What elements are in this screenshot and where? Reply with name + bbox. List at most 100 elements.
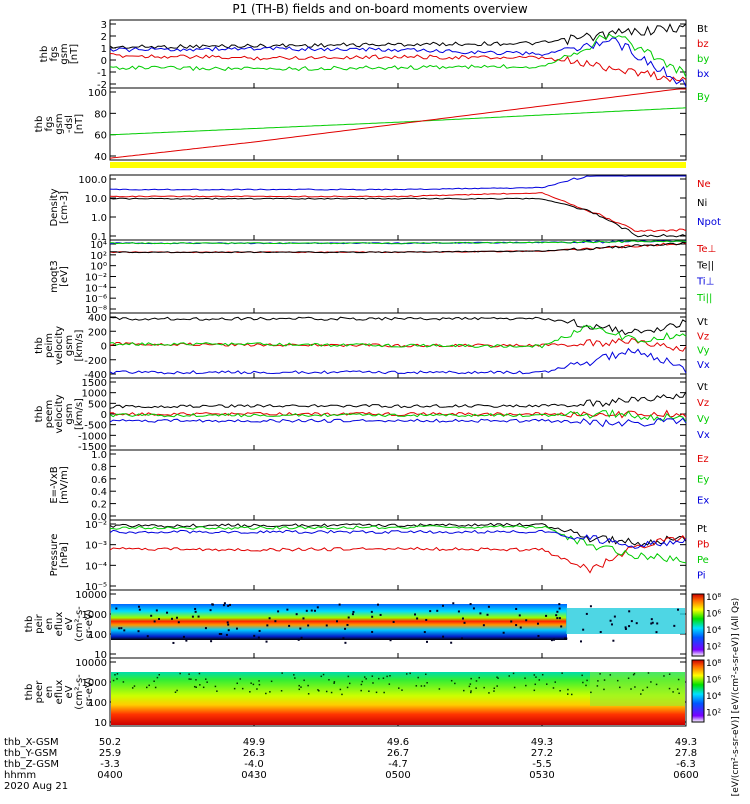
y-axis-label: Pressure[nPa] — [49, 534, 70, 577]
electron-speckle — [409, 672, 411, 675]
series-Ne — [109, 192, 687, 233]
y-tick-label: 1.0 — [91, 450, 107, 461]
ion-speckle — [307, 624, 310, 627]
y-tick-label: 3 — [101, 20, 107, 31]
ion-speckle — [469, 603, 472, 606]
y-tick-label: 0 — [101, 410, 107, 421]
x-col-z_gsm: -4.7 — [388, 759, 408, 770]
series-Pb — [109, 535, 687, 574]
y-axis-label-line: [cm-3] — [59, 191, 70, 224]
electron-speckle — [360, 683, 363, 686]
electron-speckle — [627, 677, 630, 680]
legend-Pt: Pt — [697, 524, 707, 535]
ion-speckle — [580, 640, 583, 643]
y-tick-label: -500 — [84, 421, 107, 432]
series-bx — [109, 37, 687, 88]
ion-speckle — [210, 640, 213, 643]
ion-speckle — [185, 639, 188, 642]
series-Npot — [109, 175, 686, 191]
y-axis-label-line: gsm — [59, 43, 70, 64]
ion-speckle — [655, 631, 658, 634]
ion-speckle — [482, 624, 485, 627]
ion-speckle — [226, 621, 229, 624]
ion-speckle — [609, 619, 612, 622]
electron-speckle — [346, 686, 349, 689]
ion-speckle — [227, 604, 230, 607]
ion-speckle — [300, 636, 303, 639]
y-axis-label: thbpeerenefluxeV(cm²-s-sr-eV) — [24, 674, 95, 710]
ion-speckle — [628, 610, 631, 613]
electron-speckle — [546, 683, 548, 685]
y-tick-label: 100 — [88, 698, 107, 709]
electron-speckle — [249, 691, 251, 693]
ion-speckle — [550, 639, 553, 642]
electron-speckle — [668, 687, 671, 690]
electron-speckle — [256, 688, 258, 690]
legend-by: by — [697, 54, 709, 65]
legend-Ti||: Ti|| — [696, 293, 712, 304]
y-axis-label-line: thb — [39, 46, 50, 63]
x-col-z_gsm: -5.5 — [532, 759, 552, 770]
electron-speckle — [463, 689, 465, 692]
y-axis-label: thbpeirenefluxeV(cm²-s-sr-eV) — [24, 606, 95, 642]
y-axis-label-line: [nPa] — [59, 542, 70, 568]
electron-flux-band — [111, 672, 685, 725]
ion-speckle — [123, 629, 126, 632]
series-Pe — [109, 524, 687, 564]
electron-speckle — [116, 673, 119, 675]
ion-speckle — [425, 640, 428, 643]
electron-speckle — [493, 687, 496, 690]
ion-speckle — [299, 627, 302, 630]
y-tick-label: 1500 — [82, 378, 107, 389]
electron-speckle — [325, 690, 328, 693]
electron-speckle — [590, 691, 592, 694]
electron-speckle — [148, 684, 150, 687]
y-tick-label: 500 — [88, 399, 107, 410]
panel-fgs-dsl: 100 80 60 40 thbfgsgsm-dsl[nT] By — [34, 87, 710, 163]
legend-Vx: Vx — [697, 430, 710, 441]
x-col-z_gsm: -6.3 — [676, 759, 696, 770]
electron-speckle — [541, 673, 544, 676]
electron-speckle — [632, 673, 635, 676]
electron-speckle — [496, 676, 498, 679]
series-Vy — [110, 325, 687, 349]
electron-speckle — [581, 674, 583, 677]
electron-speckle — [378, 677, 380, 680]
series-By — [109, 107, 687, 136]
ion-speckle — [450, 641, 453, 644]
y-tick-label: -1500 — [78, 442, 107, 453]
y-tick-label: 10⁻³ — [85, 541, 107, 552]
ion-speckle — [558, 607, 561, 610]
ion-speckle — [651, 621, 654, 624]
electron-speckle — [188, 673, 190, 675]
y-axis-label-line: peem — [44, 400, 55, 428]
y-tick-label: 200 — [88, 327, 107, 338]
y-tick-label: 10⁻⁴ — [85, 283, 107, 294]
electron-speckle — [559, 690, 561, 692]
ion-speckle — [441, 604, 444, 607]
electron-speckle — [678, 692, 680, 695]
ion-speckle — [560, 625, 563, 628]
ion-speckle — [628, 625, 631, 628]
electron-speckle — [668, 673, 671, 675]
x-row-label: hhmm — [4, 770, 36, 781]
ion-speckle — [416, 617, 419, 620]
y-tick-label: 1.0 — [91, 213, 107, 224]
ion-speckle — [335, 620, 338, 623]
ion-speckle — [235, 627, 238, 630]
electron-speckle — [361, 680, 364, 683]
electron-speckle — [567, 693, 569, 695]
ion-speckle — [166, 611, 169, 614]
legend-Npot: Npot — [697, 217, 721, 228]
electron-speckle — [405, 673, 408, 675]
x-row-label: thb_X-GSM — [4, 737, 59, 748]
y-axis-label: thbpeimvelocitygsm[km/s] — [34, 326, 85, 365]
series-Te|| — [109, 241, 687, 254]
y-axis-label-line: peir — [34, 613, 45, 633]
electron-speckle — [497, 677, 499, 679]
ion-speckle — [452, 602, 455, 605]
y-axis-label-line: [eV] — [59, 266, 70, 287]
y-tick-label: 10.0 — [85, 194, 107, 205]
legend-Vt: Vt — [697, 317, 708, 328]
